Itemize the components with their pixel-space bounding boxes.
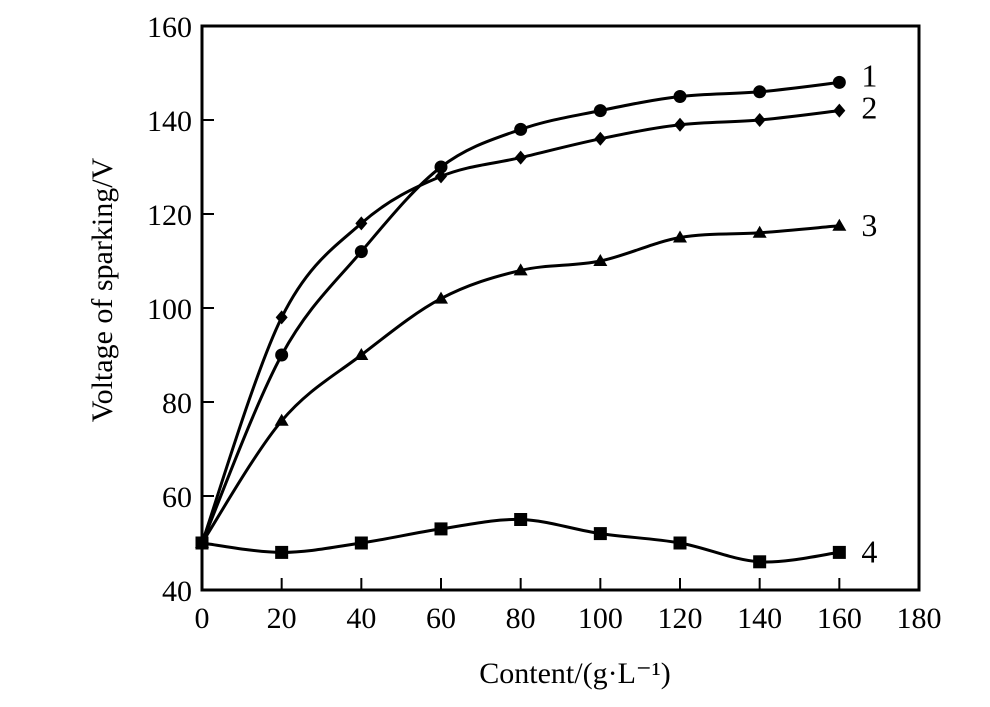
data-point (832, 545, 846, 559)
x-tick-label: 180 (897, 602, 942, 635)
data-point (514, 150, 527, 165)
data-point (673, 536, 687, 550)
x-axis-title: Content/(g·L⁻¹) (479, 657, 670, 690)
y-tick-label: 140 (147, 105, 192, 138)
series-4: 4 (195, 513, 877, 569)
data-point (354, 536, 368, 550)
y-tick-label: 120 (147, 199, 192, 232)
data-point (753, 555, 767, 569)
y-tick-label: 80 (162, 387, 192, 420)
data-point (752, 225, 767, 238)
data-point (275, 310, 288, 325)
x-tick-label: 140 (737, 602, 782, 635)
y-tick-label: 160 (147, 11, 192, 44)
series-2: 2 (196, 90, 877, 550)
series-layer: 12 3 4 (195, 57, 877, 569)
data-point (354, 348, 369, 360)
data-point (593, 254, 608, 266)
data-point (275, 348, 289, 362)
series-label: 1 (861, 57, 877, 93)
x-tick-label: 80 (506, 602, 536, 635)
data-point (832, 218, 847, 231)
series-line (200, 224, 840, 544)
x-tick-label: 160 (817, 602, 862, 635)
data-point (195, 536, 209, 550)
data-point (593, 104, 607, 118)
data-point (594, 131, 607, 146)
x-tick-label: 120 (658, 602, 703, 635)
x-tick-label: 40 (346, 602, 376, 635)
data-point (674, 117, 686, 132)
data-point (833, 103, 846, 118)
x-tick-label: 0 (195, 602, 210, 635)
data-point (355, 216, 368, 231)
data-point (514, 513, 528, 526)
data-point (274, 413, 289, 426)
data-point (434, 291, 448, 304)
data-point (514, 122, 528, 136)
data-point (593, 527, 607, 541)
data-point (673, 230, 687, 243)
data-point (753, 85, 767, 99)
series-label: 2 (861, 90, 877, 126)
plot-frame (200, 24, 921, 592)
data-point (434, 522, 448, 536)
series-label: 4 (861, 533, 877, 569)
x-tick-label: 60 (426, 602, 456, 635)
data-point (434, 160, 448, 174)
series-3: 3 (195, 207, 877, 548)
data-point (354, 245, 368, 259)
data-point (673, 90, 687, 103)
data-point (753, 113, 766, 127)
data-point (435, 169, 447, 184)
y-tick-label: 40 (162, 575, 192, 608)
series-label: 3 (861, 207, 877, 243)
y-axis: 40 60 80 100 120 140 160 (147, 11, 214, 608)
x-axis: 0 20 40 60 80 100 120 140 160 180 (195, 578, 942, 635)
data-point (832, 75, 846, 89)
x-tick-label: 20 (267, 602, 297, 635)
y-tick-label: 100 (147, 293, 192, 326)
data-point (513, 263, 528, 276)
y-axis-title: Voltage of sparking/V (86, 157, 119, 422)
data-point (275, 545, 289, 559)
series-1: 1 (195, 57, 877, 550)
y-tick-label: 60 (162, 481, 192, 514)
x-tick-label: 100 (578, 602, 623, 635)
